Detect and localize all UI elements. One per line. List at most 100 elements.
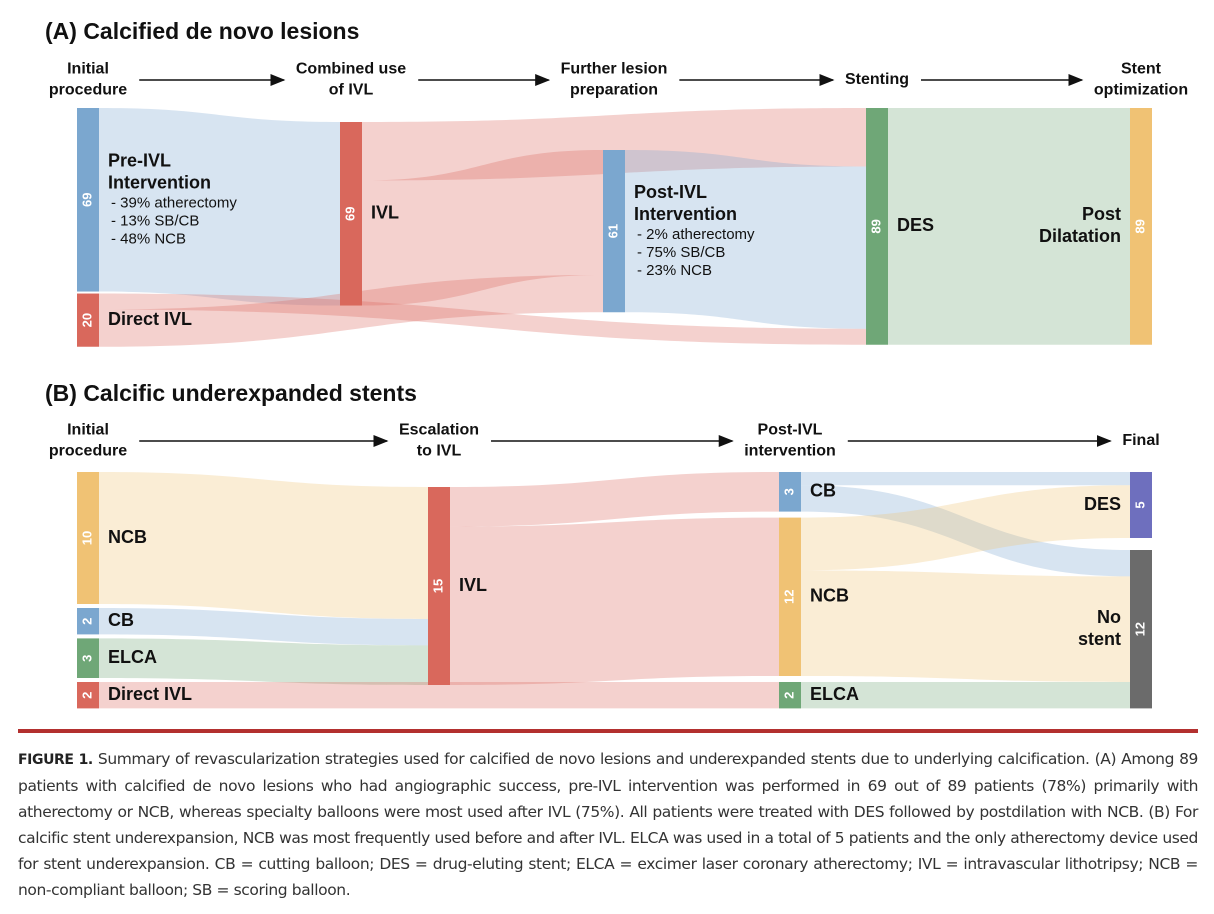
node (779, 517, 801, 676)
node-label: Direct IVL (108, 684, 192, 704)
node-label: CB (810, 481, 836, 501)
caption-text: Summary of revascularization strategies … (18, 750, 1198, 899)
stage-header: Final (1122, 432, 1159, 449)
node-detail: - 39% atherectomy (111, 195, 237, 212)
node-label: ELCA (108, 647, 157, 667)
node-value: 12 (781, 590, 796, 604)
node-label: Dilatation (1039, 226, 1121, 246)
caption-label: FIGURE 1. (18, 752, 93, 768)
stage-header-line: Initial (67, 61, 109, 78)
stage-header-line: Initial (67, 422, 109, 439)
flow-link (450, 517, 779, 685)
stage-header-line: of IVL (329, 82, 374, 99)
node (779, 472, 801, 512)
node-value: 10 (79, 531, 94, 545)
node-label: Direct IVL (108, 309, 192, 329)
flow-link (362, 108, 866, 181)
node-label: Intervention (634, 204, 737, 224)
node-label: IVL (371, 203, 399, 223)
flow-link (801, 682, 1130, 709)
stage-header-line: Further lesion (561, 61, 668, 78)
node-label: stent (1078, 629, 1121, 649)
node (77, 472, 99, 604)
flow-link (362, 150, 603, 306)
node (77, 682, 99, 709)
flow-link (99, 682, 779, 709)
node (340, 122, 362, 306)
node-value: 5 (1132, 501, 1147, 508)
node-value: 3 (79, 655, 94, 662)
node-label: ELCA (810, 684, 859, 704)
stage-header: Combined use of IVL (296, 61, 406, 99)
panel-title: (B) Calcific underexpanded stents (45, 380, 417, 406)
stage-header-line: Stenting (845, 71, 909, 88)
node-value: 2 (79, 692, 94, 699)
stage-header: Initial procedure (49, 422, 127, 460)
flow-link (99, 472, 428, 619)
stage-header-line: Final (1122, 432, 1159, 449)
node-value: 3 (781, 488, 796, 495)
node-detail: - 2% atherectomy (637, 226, 755, 243)
flow-link (625, 150, 866, 329)
flow-link (450, 472, 779, 527)
stage-header: Stent optimization (1094, 61, 1188, 99)
flow-link (99, 608, 428, 646)
node-value: 15 (430, 579, 445, 593)
flow-link (801, 472, 1130, 486)
node-label: Post-IVL (634, 182, 707, 202)
node-label: NCB (810, 586, 849, 606)
node-label: CB (108, 610, 134, 630)
node-label: DES (1084, 494, 1121, 514)
node-detail: - 23% NCB (637, 262, 712, 279)
divider (18, 729, 1198, 733)
node-value: 89 (868, 219, 883, 233)
node-label: Pre-IVL (108, 151, 171, 171)
stage-header-line: Escalation (399, 422, 479, 439)
flow-link (99, 638, 428, 685)
node-label: IVL (459, 575, 487, 595)
stage-header: Escalation to IVL (399, 422, 479, 460)
flow-link (801, 485, 1130, 571)
node (77, 108, 99, 292)
node (428, 487, 450, 685)
node-value: 61 (605, 224, 620, 238)
node-detail: - 48% NCB (111, 231, 186, 248)
stage-header-line: to IVL (417, 443, 462, 460)
stage-header: Further lesion preparation (561, 61, 668, 99)
figure: (A) Calcified de novo lesions 69 Pre-IVL In… (45, 18, 1188, 709)
node-detail: - 13% SB/CB (111, 213, 199, 230)
node-value: 69 (342, 207, 357, 221)
flow-link (99, 293, 866, 345)
stage-header-line: Post-IVL (758, 422, 823, 439)
node-value: 2 (79, 618, 94, 625)
node-value: 69 (79, 193, 94, 207)
flow-link (99, 108, 340, 306)
panel-title: (A) Calcified de novo lesions (45, 18, 359, 44)
node (1130, 108, 1152, 345)
node-label: No (1097, 607, 1121, 627)
node-label: Post (1082, 204, 1121, 224)
stage-header-line: Stent (1121, 61, 1162, 78)
caption: FIGURE 1. Summary of revascularization s… (18, 746, 1198, 903)
node-label: DES (897, 215, 934, 235)
node (866, 108, 888, 345)
node-value: 12 (1132, 622, 1147, 636)
stage-header-line: optimization (1094, 82, 1188, 99)
stage-header-line: intervention (744, 443, 836, 460)
stage-header-line: preparation (570, 82, 658, 99)
node-value: 20 (79, 313, 94, 327)
node-value: 2 (781, 692, 796, 699)
stage-header-line: procedure (49, 443, 127, 460)
node (1130, 550, 1152, 709)
node (1130, 472, 1152, 538)
stage-header: Initial procedure (49, 61, 127, 99)
stage-header-line: procedure (49, 82, 127, 99)
node (77, 293, 99, 347)
node (77, 638, 99, 678)
node (779, 682, 801, 709)
stage-header: Stenting (845, 71, 909, 88)
node (77, 608, 99, 635)
node-label: NCB (108, 527, 147, 547)
flow-link (801, 485, 1130, 577)
